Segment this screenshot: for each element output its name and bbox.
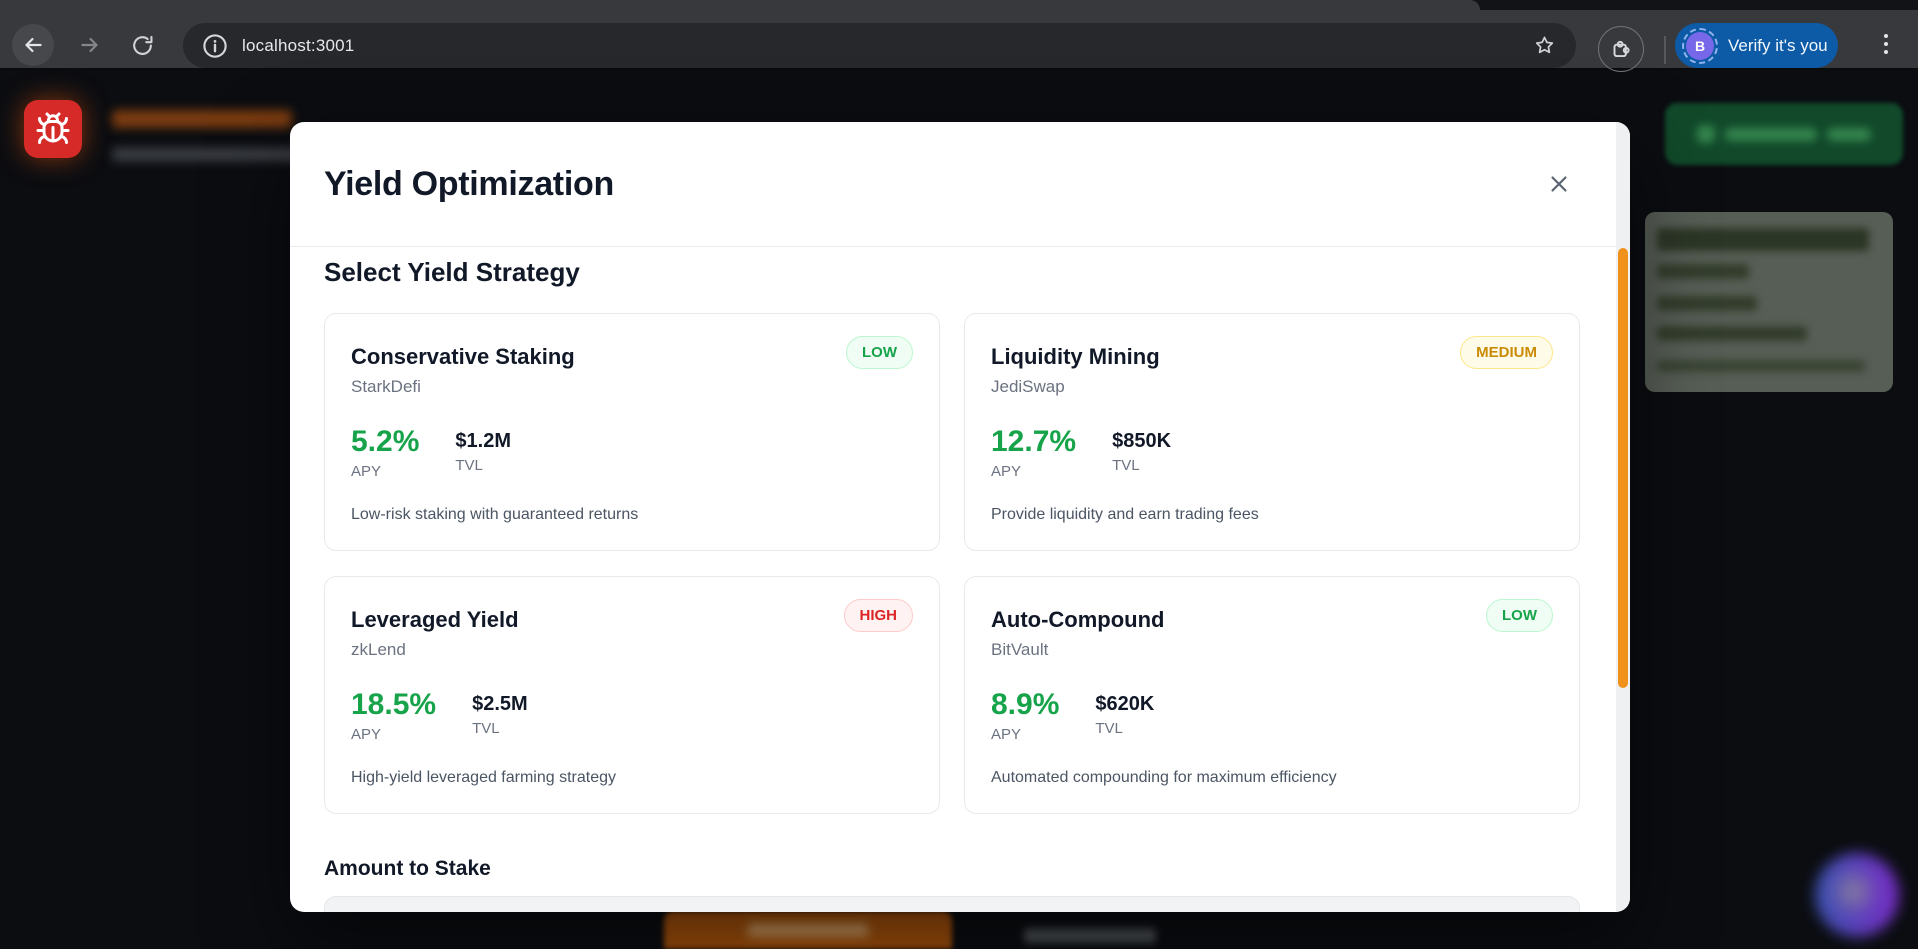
tvl-stat: $850K TVL: [1112, 425, 1171, 474]
risk-badge: LOW: [846, 336, 913, 369]
apy-stat: 5.2% APY: [351, 425, 419, 480]
strategy-description: Automated compounding for maximum effici…: [991, 769, 1337, 786]
strategy-card-liquidity-mining[interactable]: Liquidity Mining MEDIUM JediSwap 12.7% A…: [964, 313, 1580, 551]
amount-input[interactable]: [324, 896, 1580, 912]
risk-badge: MEDIUM: [1460, 336, 1553, 369]
modal-scrollbar-track: [1616, 122, 1630, 912]
address-bar[interactable]: localhost:3001: [183, 23, 1576, 68]
browser-menu-button[interactable]: [1884, 34, 1888, 54]
blurred-button-text: [1827, 127, 1871, 141]
tvl-stat: $2.5M TVL: [472, 688, 528, 737]
forward-icon: [77, 32, 103, 58]
apy-stat: 18.5% APY: [351, 688, 436, 743]
url-text[interactable]: localhost:3001: [242, 35, 355, 55]
close-icon: [1546, 171, 1572, 197]
blurred-primary-button[interactable]: [664, 911, 952, 949]
forward-button[interactable]: [69, 24, 111, 66]
apy-value: 12.7%: [991, 425, 1077, 458]
tvl-value: $850K: [1112, 430, 1172, 452]
apy-label: APY: [351, 463, 382, 480]
protocol-name: StarkDefi: [351, 377, 421, 396]
tvl-stat: $1.2M TVL: [455, 425, 511, 474]
avatar-ring: B: [1682, 27, 1718, 64]
tvl-stat: $620K TVL: [1095, 688, 1154, 737]
apy-label: APY: [991, 726, 1022, 743]
notification-card: [1645, 212, 1893, 392]
tvl-value: $2.5M: [472, 693, 528, 715]
browser-toolbar: localhost:3001 B Verify it's you: [0, 10, 1918, 72]
tab-strip: [0, 0, 1918, 10]
blurred-toast-heading: [1657, 228, 1869, 251]
blurred-wallet-button[interactable]: [1665, 103, 1903, 165]
strategy-grid: Conservative Staking LOW StarkDefi 5.2% …: [324, 313, 1580, 814]
toolbar-divider: [1664, 36, 1666, 64]
yield-optimization-modal: Yield Optimization Select Yield Strategy…: [290, 122, 1630, 912]
app-logo: [24, 100, 82, 158]
back-button[interactable]: [12, 24, 54, 66]
modal-header: Yield Optimization: [290, 122, 1630, 247]
protocol-name: BitVault: [991, 640, 1049, 659]
apy-stat: 8.9% APY: [991, 688, 1059, 743]
active-tab[interactable]: [0, 0, 1480, 10]
risk-badge: LOW: [1486, 599, 1553, 632]
blurred-app-title: [112, 110, 292, 128]
blurred-button-text: [747, 923, 869, 937]
tvl-label: TVL: [1112, 457, 1140, 474]
apy-label: APY: [351, 726, 382, 743]
tvl-value: $1.2M: [455, 430, 511, 452]
apy-value: 8.9%: [991, 688, 1060, 721]
profile-chip-label: Verify it's you: [1728, 35, 1828, 55]
modal-body: Select Yield Strategy Conservative Staki…: [290, 248, 1616, 912]
extensions-puzzle-icon: [1608, 36, 1634, 62]
modal-scrollbar-thumb[interactable]: [1618, 248, 1628, 688]
bookmark-star-icon[interactable]: [1533, 34, 1556, 57]
strategy-name: Liquidity Mining: [991, 344, 1160, 369]
blurred-app-subtitle: [112, 148, 340, 161]
blurred-toast-line: [1657, 360, 1865, 372]
tvl-label: TVL: [1095, 720, 1123, 737]
reload-button[interactable]: [121, 24, 163, 66]
bug-icon: [35, 111, 71, 147]
profile-chip[interactable]: B Verify it's you: [1675, 23, 1838, 68]
blurred-link-text: [1024, 928, 1156, 943]
strategy-description: Low-risk staking with guaranteed returns: [351, 506, 639, 523]
tvl-value: $620K: [1095, 693, 1155, 715]
strategy-name: Auto-Compound: [991, 607, 1165, 632]
blurred-button-icon: [1697, 125, 1715, 143]
extensions-button[interactable]: [1598, 26, 1644, 72]
apy-stat: 12.7% APY: [991, 425, 1076, 480]
apy-label: APY: [991, 463, 1022, 480]
strategy-name: Conservative Staking: [351, 344, 575, 369]
strategy-description: High-yield leveraged farming strategy: [351, 769, 617, 786]
blurred-toast-line: [1657, 296, 1757, 311]
avatar: B: [1686, 31, 1714, 60]
strategy-card-auto-compound[interactable]: Auto-Compound LOW BitVault 8.9% APY $620…: [964, 576, 1580, 814]
amount-to-stake-label: Amount to Stake: [324, 857, 491, 880]
floating-chat-button[interactable]: [1815, 853, 1899, 937]
back-icon: [20, 32, 46, 58]
apy-value: 18.5%: [351, 688, 437, 721]
blurred-button-text: [1725, 127, 1817, 141]
protocol-name: JediSwap: [991, 377, 1065, 396]
modal-title: Yield Optimization: [324, 164, 614, 203]
tvl-label: TVL: [455, 457, 483, 474]
apy-value: 5.2%: [351, 425, 420, 458]
strategy-card-leveraged-yield[interactable]: Leveraged Yield HIGH zkLend 18.5% APY $2…: [324, 576, 940, 814]
strategy-card-conservative-staking[interactable]: Conservative Staking LOW StarkDefi 5.2% …: [324, 313, 940, 551]
strategy-name: Leveraged Yield: [351, 607, 519, 632]
blurred-toast-line: [1657, 264, 1749, 279]
tvl-label: TVL: [472, 720, 500, 737]
reload-icon: [130, 33, 155, 58]
blurred-toast-line: [1657, 326, 1807, 341]
risk-badge: HIGH: [843, 599, 913, 632]
section-title: Select Yield Strategy: [324, 257, 580, 287]
strategy-description: Provide liquidity and earn trading fees: [991, 506, 1259, 523]
close-button[interactable]: [1544, 169, 1574, 199]
protocol-name: zkLend: [351, 640, 406, 659]
info-icon[interactable]: [200, 31, 230, 61]
